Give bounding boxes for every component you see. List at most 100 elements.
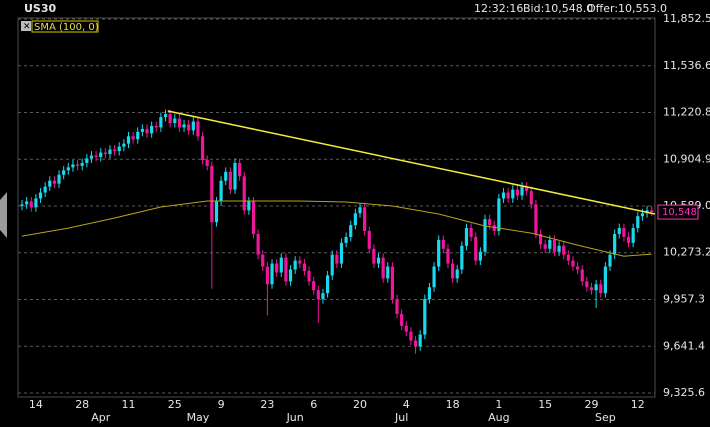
x-month-label: Jul xyxy=(394,411,408,424)
candle-body xyxy=(381,257,385,279)
candle-body xyxy=(576,266,580,270)
candle-body xyxy=(140,128,144,132)
candle-body xyxy=(580,269,584,282)
candle-body xyxy=(613,233,617,255)
candle-body xyxy=(395,299,399,314)
candle-body xyxy=(413,340,418,347)
candle-body xyxy=(631,228,635,243)
candle-body xyxy=(89,155,94,159)
candle-body xyxy=(298,260,302,264)
candle-body xyxy=(599,284,603,294)
candle-body xyxy=(529,191,533,205)
y-tick-label: 9,325.6 xyxy=(663,386,705,399)
candle-body xyxy=(562,245,566,255)
candle-body xyxy=(34,198,38,208)
candle-body xyxy=(441,239,445,249)
scroll-handle[interactable] xyxy=(0,192,7,238)
candle-body xyxy=(251,201,256,234)
candle-body xyxy=(80,162,84,166)
candle-body xyxy=(85,158,89,163)
candle-body xyxy=(622,228,626,237)
candle-body xyxy=(191,121,195,131)
candle-body xyxy=(432,266,436,288)
candle-body xyxy=(205,159,209,166)
candle-body xyxy=(506,192,510,199)
candle-body xyxy=(182,124,186,128)
candle-body xyxy=(603,266,607,294)
y-tick-label: 10,273.2 xyxy=(663,246,710,259)
candle-body xyxy=(103,152,107,155)
y-tick-label: 11,220.8 xyxy=(663,105,710,118)
x-tick-label: 25 xyxy=(168,398,182,411)
candle-body xyxy=(131,136,135,140)
y-tick-label: 11,852.5 xyxy=(663,12,710,25)
legend-close-icon[interactable]: ✕ xyxy=(23,22,31,32)
candle-body xyxy=(99,152,103,158)
bid: Bid:10,548.0 xyxy=(523,2,593,15)
candle-body xyxy=(242,176,246,211)
candle-body xyxy=(423,299,427,335)
candle-body xyxy=(386,266,390,279)
x-month-label: Apr xyxy=(91,411,111,424)
candle-body xyxy=(492,225,496,232)
candle-body xyxy=(108,149,112,155)
legend: ✕ SMA (100, 0) xyxy=(21,20,99,33)
candle-body xyxy=(233,162,237,190)
candle-body xyxy=(163,114,168,118)
candle-body xyxy=(219,180,223,202)
candle-body xyxy=(409,331,413,341)
candle-body xyxy=(483,219,487,252)
x-tick-label: 11 xyxy=(121,398,135,411)
candle-body xyxy=(548,239,552,249)
candle-body xyxy=(335,254,339,264)
mark-layer xyxy=(20,109,656,354)
candle-body xyxy=(571,260,575,267)
x-tick-label: 23 xyxy=(260,398,274,411)
candle-body xyxy=(302,263,307,271)
candle-body xyxy=(316,290,320,300)
candle-body xyxy=(464,228,469,246)
candle-body xyxy=(626,236,631,243)
candle-body xyxy=(66,167,70,171)
x-month-label: Jun xyxy=(286,411,304,424)
candle-body xyxy=(196,121,200,137)
candle-body xyxy=(650,210,654,213)
x-month-label: Aug xyxy=(488,411,509,424)
candle-body xyxy=(122,143,126,147)
x-tick-label: 4 xyxy=(403,398,410,411)
candle-body xyxy=(339,242,344,264)
candle-body xyxy=(71,164,75,168)
candle-body xyxy=(617,228,621,234)
candle-body xyxy=(501,192,506,199)
legend-box xyxy=(31,20,99,33)
candle-body xyxy=(136,131,140,140)
candle-body xyxy=(270,263,274,285)
x-month-label: Sep xyxy=(595,411,616,424)
trend-line xyxy=(167,110,656,215)
sma-line xyxy=(21,200,652,257)
candle-body xyxy=(330,254,334,276)
candle-body xyxy=(256,233,260,255)
candle-body xyxy=(293,260,297,270)
x-tick-label: 12 xyxy=(631,398,645,411)
last-price-box xyxy=(657,204,699,220)
candle-body xyxy=(437,239,441,267)
candle-body xyxy=(372,248,376,264)
y-tick-label: 11,536.6 xyxy=(663,59,710,72)
candle-body xyxy=(43,186,47,193)
candle-body xyxy=(159,117,163,128)
plot-frame xyxy=(17,17,656,398)
candle-body xyxy=(75,164,80,166)
y-tick-label: 9,957.3 xyxy=(663,293,705,306)
candle-body xyxy=(534,204,538,234)
candle-body xyxy=(376,257,381,264)
legend-close[interactable] xyxy=(21,21,31,31)
candle-body xyxy=(636,216,640,229)
candle-body xyxy=(418,334,422,347)
candle-body xyxy=(353,213,357,226)
candle-body xyxy=(228,171,232,190)
candle-body xyxy=(552,239,557,252)
candle-body xyxy=(520,186,524,196)
candle-body xyxy=(543,244,547,249)
